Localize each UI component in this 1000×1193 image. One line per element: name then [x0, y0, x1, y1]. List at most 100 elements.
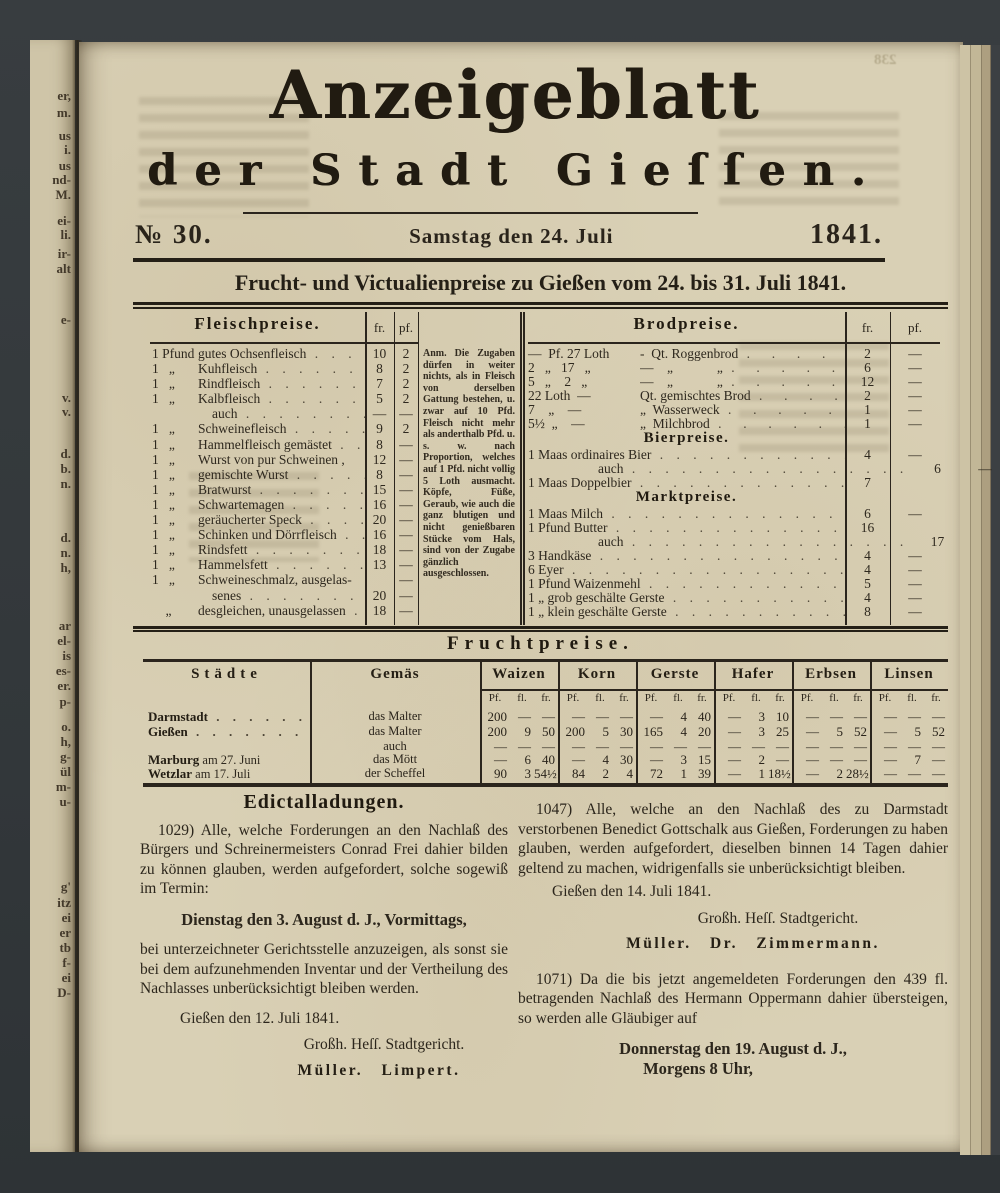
city-cell: Marburg am 27. Juni: [148, 752, 308, 768]
issue-year: 1841.: [809, 219, 883, 250]
brod-table-title: Brodpreise.: [633, 314, 740, 333]
value-cell: 9: [524, 724, 532, 739]
price-pfennig: 2: [402, 346, 410, 361]
brod-price-row: 5 „ 2 „ — „ „ 12 —: [528, 374, 940, 390]
value-cell: 15: [698, 752, 711, 767]
item-name: gutes Ochsenfleisch: [198, 346, 365, 362]
item-qty: 1 „: [152, 527, 175, 543]
price-pfennig: —: [908, 506, 922, 521]
markt-price-row: auch 17: [528, 534, 944, 549]
notice-1071: 1071) Da die bis jetzt angemeldeten Ford…: [518, 970, 948, 1027]
facing-page-fragment: er.: [57, 678, 71, 693]
value-cell: —: [908, 739, 921, 754]
item-name: Wurst von pur Schweinen ,: [198, 451, 345, 467]
value-cell: 72: [650, 766, 663, 781]
price-kreuzer: 4: [864, 447, 871, 462]
notice-1047: 1047) Alle, welche an den Nachlaß des zu…: [518, 801, 948, 877]
fruit-col-5: Erbsen: [805, 666, 857, 682]
value-cell: 200: [565, 724, 586, 739]
item-qty: 1 Pfund: [152, 346, 195, 361]
notice-1047-date: Gießen den 14. Juli 1841.: [552, 883, 712, 900]
fleisch-price-row: 1 „ Schweinefleisch 9 2: [152, 421, 418, 436]
facing-page-fragment: i.: [64, 142, 71, 157]
price-kreuzer: 12: [372, 451, 387, 467]
price-pfennig: —: [399, 481, 413, 497]
price-pfennig: —: [399, 542, 413, 558]
value-cell: —: [728, 724, 741, 739]
item-label: — „ „: [640, 360, 845, 376]
brod-unit-pf: pf.: [907, 320, 923, 335]
value-cell: —: [650, 739, 663, 754]
fleisch-price-row: 1 „ Wurst von pur Schweinen , 12 —: [152, 452, 418, 467]
price-kreuzer: 1: [864, 416, 871, 431]
column-rule: [310, 662, 312, 787]
fruit-subcol: fl.: [907, 692, 917, 704]
price-kreuzer: 5: [864, 576, 871, 591]
book-gutter-shadow: [72, 40, 82, 1152]
value-cell: 2: [602, 766, 610, 781]
value-cell: —: [908, 709, 921, 724]
value-cell: 30: [620, 752, 633, 767]
city-cell: Darmstadt: [148, 709, 308, 725]
price-pfennig: —: [399, 602, 413, 618]
price-kreuzer: 20: [372, 587, 387, 603]
bier-price-row: 1 Maas ordinaires Bier 4 —: [528, 447, 940, 462]
value-cell: 5: [602, 724, 610, 739]
fruit-subcol: Pf.: [644, 692, 658, 704]
fruit-subcol: Pf.: [488, 692, 502, 704]
fleisch-price-row: 1 „ Hammelsfett 13 —: [152, 557, 418, 572]
value-cell: —: [572, 709, 585, 724]
fruit-subcol: fr.: [931, 692, 941, 704]
fleisch-price-row: 1 „ Schinken und Dörrfleisch 16 —: [152, 527, 418, 542]
price-pfennig: —: [399, 451, 413, 467]
item-name: Kalbfleisch: [198, 391, 365, 407]
value-cell: 200: [487, 709, 508, 724]
item-qty: 1 „: [152, 421, 175, 437]
facing-page-edge: er, m. us i. us nd- M. ei-li. ir-alt e-v. v. d. b. n.…: [30, 40, 75, 1152]
price-kreuzer: 12: [860, 374, 875, 389]
markt-price-list: 1 Maas Milch6—1 Pfund Butter16auch173 Ha…: [528, 506, 944, 619]
fleisch-price-row: 1 „ Schwartemagen 16 —: [152, 497, 418, 512]
price-pfennig: —: [908, 604, 922, 619]
facing-page-fragment: tb: [59, 940, 71, 955]
value-cell: 52: [854, 724, 867, 739]
fruit-price-row: Gießen das Malter 200 9 50 200 5 30 165 4 20 — 3 25 — 5…: [143, 724, 948, 739]
item-qty: „: [152, 602, 172, 618]
price-kreuzer: 8: [376, 466, 383, 482]
bleedthrough-text: [139, 97, 309, 217]
facing-page-fragment: ei-: [57, 213, 71, 228]
value-cell: 5: [836, 724, 844, 739]
bier-price-list: 1 Maas ordinaires Bier4—auch6—1 Maas Dop…: [528, 447, 992, 490]
column-rule: [792, 662, 794, 787]
value-cell: 4: [602, 752, 610, 767]
facing-page-fragment: li.: [60, 227, 71, 242]
value-cell: —: [932, 739, 945, 754]
item-name: 7 „ — „ Wasserweck: [528, 402, 845, 418]
facing-page-fragment: D-: [57, 985, 71, 1000]
value-cell: —: [884, 739, 897, 754]
facing-page-fragment: n.: [60, 545, 71, 560]
item-name: Kuhfleisch: [198, 361, 365, 377]
price-kreuzer: 7: [376, 376, 383, 392]
column-rule: [418, 312, 419, 625]
price-pfennig: —: [399, 466, 413, 482]
markt-table-title: Marktpreise.: [635, 489, 738, 505]
facing-page-fragment: h,: [60, 734, 71, 749]
fleisch-price-row: 1 „ Rindsfett 18 —: [152, 542, 418, 557]
fruit-subcol: Pf.: [800, 692, 814, 704]
bier-price-row: auch 6 —: [528, 461, 992, 476]
brod-price-row: 22 Loth — Qt. gemischtes Brod 2 —: [528, 388, 940, 403]
price-kreuzer: 6: [864, 360, 871, 375]
notice-1029: 1029) Alle, welche Forderungen an den Na…: [140, 821, 508, 898]
price-kreuzer: 6: [864, 506, 871, 521]
page-edge-band: [982, 45, 991, 1155]
facing-page-fragment: g': [60, 879, 71, 894]
value-cell: 3: [680, 752, 688, 767]
value-cell: 84: [572, 766, 585, 781]
item-label: — „ „: [640, 374, 845, 390]
victualien-price-table: Fleischpreise. fr. pf. 1 Pfund gutes Ochs…: [150, 312, 992, 625]
fruit-subcol: fr.: [775, 692, 785, 704]
markt-price-row: 1 Pfund Butter 16: [528, 520, 940, 535]
item-label: „ Wasserweck: [640, 402, 845, 418]
price-pfennig: —: [908, 388, 922, 403]
